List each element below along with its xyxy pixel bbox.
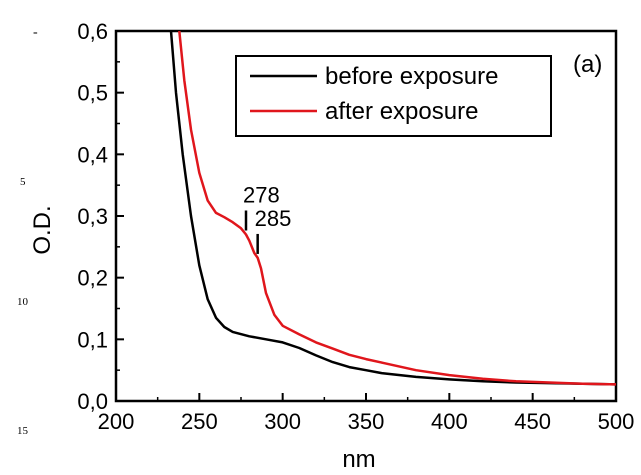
y-tick-label: 0,2 — [77, 266, 108, 291]
annotation-label: 285 — [255, 206, 292, 231]
x-axis-title: nm — [342, 446, 375, 473]
x-tick-label: 200 — [98, 409, 135, 434]
x-tick-label: 300 — [264, 409, 301, 434]
legend-box — [235, 55, 552, 137]
axis-ticks: 200 250 300 350 400 450 500 0,0 0,1 0,2 0,3 0,4 0,5 0… — [77, 19, 634, 434]
legend-label-after-exposure: after exposure — [325, 98, 478, 125]
y-tick-label: 0,3 — [77, 204, 108, 229]
y-tick-label: 0,5 — [77, 81, 108, 106]
annotation-label: 278 — [243, 183, 280, 208]
legend: before exposure after exposure — [235, 55, 552, 137]
y-tick-label: 0,6 — [77, 19, 108, 44]
x-tick-label: 400 — [431, 409, 468, 434]
x-tick-label: 350 — [348, 409, 385, 434]
margin-line-number: 15 — [17, 425, 28, 437]
margin-line-number: 5 — [20, 176, 26, 188]
panel-label: (a) — [573, 51, 602, 78]
x-tick-label: 450 — [514, 409, 551, 434]
legend-label-before-exposure: before exposure — [325, 63, 498, 90]
y-axis-title: O.D. — [29, 205, 56, 254]
margin-line-number: 10 — [17, 296, 28, 308]
y-tick-label: 0,0 — [77, 389, 108, 414]
series-line-after-exposure — [178, 30, 617, 386]
x-tick-label: 250 — [181, 409, 218, 434]
series-lines — [169, 30, 617, 386]
x-tick-label: 500 — [598, 409, 635, 434]
margin-dash: - — [33, 25, 38, 40]
y-tick-label: 0,4 — [77, 142, 108, 167]
series-line-before-exposure — [169, 30, 617, 386]
y-tick-label: 0,1 — [77, 327, 108, 352]
